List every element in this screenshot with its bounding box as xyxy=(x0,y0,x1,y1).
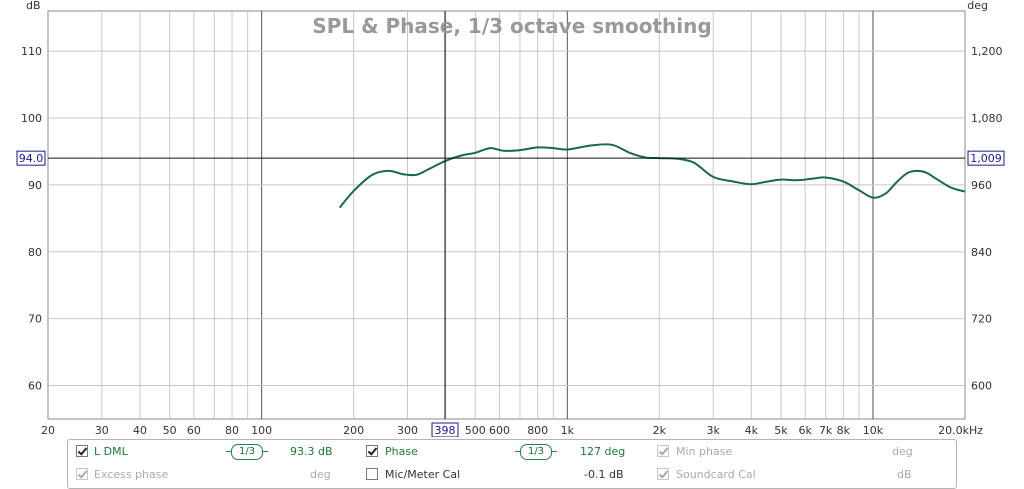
x-tick-label: 40 xyxy=(133,424,147,437)
chart-title: SPL & Phase, 1/3 octave smoothing xyxy=(312,14,711,38)
spl-phase-chart[interactable]: dB deg 20 30 40 50 60 80 100 200 300 500 600 800 1k 2… xyxy=(0,0,1024,437)
min-phase-label: Min phase xyxy=(676,445,733,458)
mic-meter-cal-value: -0.1 dB xyxy=(584,468,624,481)
x-tick-label: 20 xyxy=(41,424,55,437)
x-tick-label: 7k xyxy=(819,424,833,437)
y-axis-right-unit: deg xyxy=(967,0,988,12)
x-tick-label: 10k xyxy=(863,424,884,437)
plot-area[interactable] xyxy=(47,10,966,420)
cursor-y-right-readout-box xyxy=(967,150,1005,166)
x-tick-label: 80 xyxy=(225,424,239,437)
cursor-x-readout: 398 xyxy=(435,424,456,437)
x-tick-label: 8k xyxy=(837,424,851,437)
excess-phase-label: Excess phase xyxy=(94,468,169,481)
legend-panel: L DML 1/3 93.3 dB Phase 1/3 127 deg Min … xyxy=(67,439,957,489)
legend-row-1: L DML 1/3 93.3 dB Phase 1/3 127 deg Min … xyxy=(68,442,956,462)
x-tick-label: 1k xyxy=(561,424,575,437)
y-tick-label-left: 60 xyxy=(28,380,42,393)
y-tick-label-right: 1,080 xyxy=(971,112,1003,125)
cursor-y-right-readout: 1,009 xyxy=(970,152,1002,165)
x-tick-label: 300 xyxy=(397,424,418,437)
mic-meter-cal-label: Mic/Meter Cal xyxy=(385,468,461,481)
phase-smoothing-button[interactable]: 1/3 xyxy=(515,444,557,460)
x-tick-label: 500 xyxy=(465,424,486,437)
y-tick-label-right: 1,200 xyxy=(971,45,1003,58)
y-tick-label-right: 600 xyxy=(971,380,992,393)
l-dml-checkbox[interactable] xyxy=(76,445,88,457)
soundcard-cal-label: Soundcard Cal xyxy=(676,468,756,481)
x-tick-label: 3k xyxy=(706,424,720,437)
legend-row-2: Excess phase deg Mic/Meter Cal -0.1 dB S… xyxy=(68,465,956,485)
y-tick-label-left: 80 xyxy=(28,246,42,259)
y-tick-label-left: 110 xyxy=(21,45,42,58)
y-axis-left-unit: dB xyxy=(26,0,41,12)
soundcard-cal-checkbox[interactable] xyxy=(657,468,669,480)
x-tick-label: 30 xyxy=(95,424,109,437)
phase-checkbox[interactable] xyxy=(366,445,378,457)
x-tick-label: 2k xyxy=(653,424,667,437)
x-tick-label: 5k xyxy=(774,424,788,437)
x-tick-label: 200 xyxy=(343,424,364,437)
x-tick-label: 50 xyxy=(163,424,177,437)
mic-meter-cal-checkbox[interactable] xyxy=(366,468,378,480)
x-tick-label: 800 xyxy=(527,424,548,437)
x-tick-label: 4k xyxy=(745,424,759,437)
y-tick-label-left: 70 xyxy=(28,313,42,326)
cursor-x-readout-box xyxy=(431,422,459,437)
y-tick-label-right: 840 xyxy=(971,246,992,259)
y-tick-label-right: 720 xyxy=(971,313,992,326)
phase-label: Phase xyxy=(385,445,418,458)
phase-value: 127 deg xyxy=(580,445,626,458)
cursor-y-left-readout-box xyxy=(16,150,46,166)
min-phase-checkbox[interactable] xyxy=(657,445,669,457)
l-dml-smoothing-button[interactable]: 1/3 xyxy=(226,444,268,460)
l-dml-value: 93.3 dB xyxy=(290,445,333,458)
excess-phase-value: deg xyxy=(310,468,331,481)
y-tick-label-left: 100 xyxy=(21,112,42,125)
x-tick-label: 100 xyxy=(251,424,272,437)
x-tick-label: 600 xyxy=(489,424,510,437)
x-tick-label: 20.0kHz xyxy=(938,424,983,437)
l-dml-label: L DML xyxy=(94,445,128,458)
x-tick-label: 6k xyxy=(798,424,812,437)
soundcard-cal-value: dB xyxy=(897,468,912,481)
cursor-y-left-readout: 94.0 xyxy=(19,152,44,165)
series-line-l-dml xyxy=(338,143,966,209)
min-phase-value: deg xyxy=(892,445,913,458)
x-tick-label: 60 xyxy=(187,424,201,437)
y-tick-label-right: 960 xyxy=(971,179,992,192)
y-tick-label-left: 90 xyxy=(28,179,42,192)
excess-phase-checkbox[interactable] xyxy=(76,468,88,480)
